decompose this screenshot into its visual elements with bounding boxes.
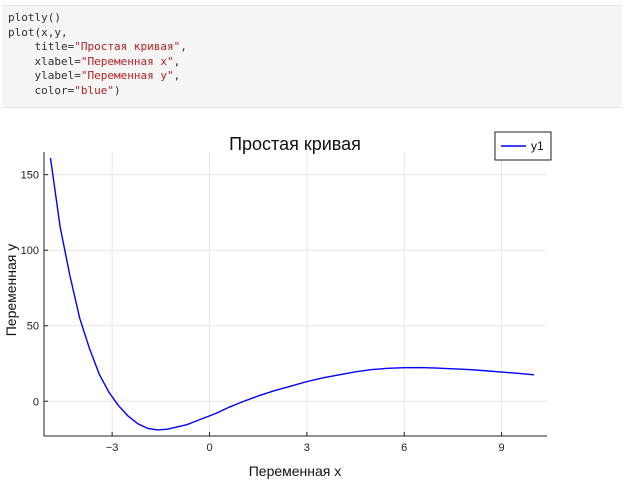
plot-output[interactable]: −3 0 3 6 9 0 50 100 150 Простая кривая Переменн…	[0, 118, 624, 484]
series-line-y1	[49, 157, 535, 431]
x-tick-label: 9	[499, 442, 505, 454]
y-tick-labels: 0 50 100 150	[21, 170, 39, 409]
axes	[43, 152, 547, 437]
y-axis-label: Переменная y	[3, 244, 19, 337]
x-tick-label: −3	[106, 442, 119, 454]
x-tick-labels: −3 0 3 6 9	[106, 442, 505, 454]
code-cell[interactable]: plotly() plot(x,y, title="Простая кривая…	[2, 5, 622, 108]
y-tick-label: 100	[21, 245, 39, 257]
code-line-6: color="blue")	[34, 83, 121, 97]
code-line-2: plot(x,y,	[8, 25, 68, 39]
series-group	[49, 157, 535, 431]
code-line-5: ylabel="Переменная y",	[34, 69, 181, 83]
y-tick-label: 150	[21, 170, 39, 182]
legend-entry-y1: y1	[531, 139, 544, 153]
chart-title: Простая кривая	[229, 134, 361, 154]
code-editor[interactable]: plotly() plot(x,y, title="Простая кривая…	[2, 6, 622, 99]
x-tick-label: 3	[304, 442, 310, 454]
legend[interactable]: y1	[494, 131, 552, 161]
x-tick-label: 0	[206, 442, 212, 454]
code-line-4: xlabel="Переменная x",	[34, 54, 181, 68]
y-tick-label: 0	[33, 396, 39, 408]
code-line-1: plotly()	[8, 11, 61, 24]
y-tick-label: 50	[27, 321, 39, 333]
x-tick-label: 6	[401, 442, 407, 454]
grid-lines	[44, 152, 547, 436]
code-line-3: title="Простая кривая",	[34, 40, 187, 54]
x-axis-label: Переменная x	[249, 463, 342, 479]
